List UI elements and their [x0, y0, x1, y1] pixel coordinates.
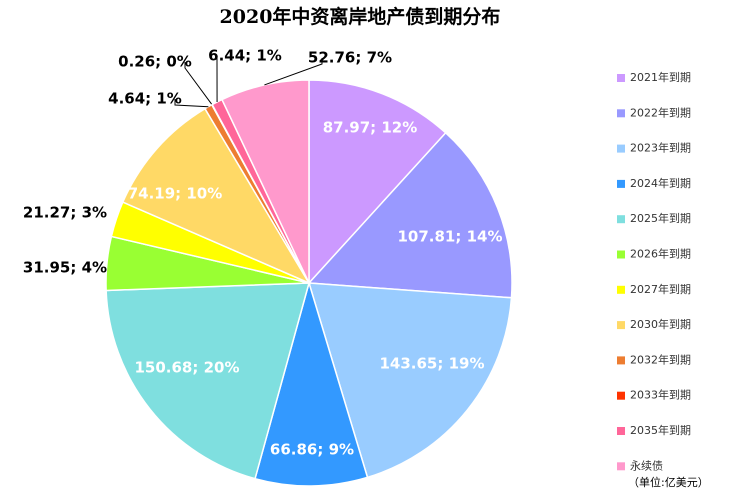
data-label: 31.95; 4% — [23, 259, 107, 277]
legend-swatch — [617, 462, 625, 471]
legend-label: 2032年到期 — [630, 352, 691, 366]
legend-swatch — [617, 109, 625, 118]
leader-line — [184, 62, 213, 105]
legend-swatch — [617, 179, 625, 188]
pie-slice — [307, 282, 513, 479]
data-label: 150.68; 20% — [134, 359, 239, 377]
data-label: 107.81; 14% — [397, 228, 502, 246]
legend-swatch — [617, 144, 625, 153]
pie-slice — [307, 131, 513, 299]
legend-swatch — [617, 74, 625, 82]
data-label: 21.27; 3% — [23, 204, 107, 222]
data-label: 0.26; 0% — [118, 53, 192, 71]
data-label: 6.44; 1% — [208, 47, 282, 65]
legend-label: 2025年到期 — [630, 211, 691, 225]
legend-label: 2023年到期 — [630, 141, 691, 155]
legend-label: 2022年到期 — [630, 105, 691, 119]
pie-slice — [105, 282, 310, 480]
legend-swatch — [617, 250, 625, 259]
legend-label: 永续债 — [630, 458, 663, 472]
pie-slice — [254, 280, 369, 487]
legend-swatch — [617, 321, 625, 330]
legend-swatch — [617, 427, 625, 435]
legend-swatch — [617, 285, 625, 294]
data-label: 52.76; 7% — [308, 49, 392, 67]
leader-line — [264, 58, 323, 86]
data-label: 66.86; 9% — [270, 441, 354, 459]
data-label: 87.97; 12% — [323, 119, 418, 137]
data-label: 143.65; 19% — [379, 355, 484, 373]
data-label: 74.19; 10% — [128, 185, 223, 203]
legend-label: 2033年到期 — [630, 388, 691, 402]
leader-line — [174, 99, 209, 108]
legend-swatch — [617, 356, 625, 365]
pie-slice — [121, 107, 311, 285]
legend-label: 2026年到期 — [630, 247, 691, 261]
legend-label: 2024年到期 — [630, 176, 691, 190]
legend-swatch — [617, 391, 625, 400]
pie-slice — [221, 79, 310, 284]
legend-note: （单位:亿美元） — [628, 475, 709, 489]
legend-label: 2030年到期 — [630, 317, 691, 331]
legend-label: 2035年到期 — [630, 423, 691, 437]
legend-label: 2021年到期 — [630, 70, 691, 84]
pie-slice — [308, 79, 447, 285]
legend-label: 2027年到期 — [630, 282, 691, 296]
data-label: 4.64; 1% — [108, 90, 182, 108]
legend-swatch — [617, 215, 625, 224]
chart-title: 2020年中资离岸地产债到期分布 — [220, 5, 501, 28]
